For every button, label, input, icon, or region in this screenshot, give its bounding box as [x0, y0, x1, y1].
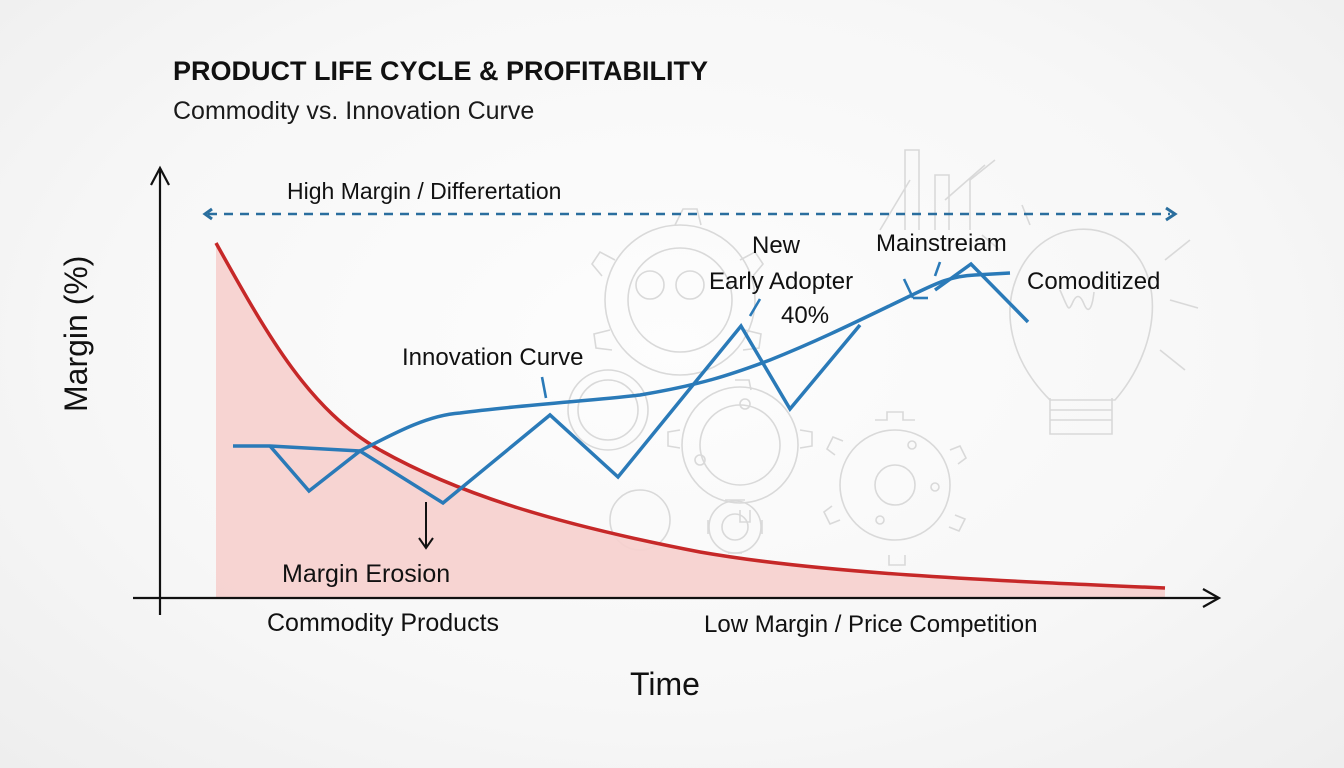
- commodity-products-label: Commodity Products: [267, 609, 500, 637]
- commodity-line: [214, 242, 1166, 590]
- gear-icon: [707, 499, 763, 554]
- innovation-curve-label: Innovation Curve: [402, 344, 584, 371]
- gear-icon: [822, 411, 968, 566]
- innovation-zigzag-peak: [933, 261, 1030, 324]
- gear-icon: [667, 379, 813, 523]
- commoditized-label: Comoditized: [1027, 268, 1161, 295]
- early-adopter-label: Early Adopter: [709, 268, 854, 295]
- low-margin-label: Low Margin / Price Competition: [704, 611, 1038, 638]
- y-axis-arrow-icon: [150, 165, 170, 186]
- x-axis-label: Time: [630, 666, 700, 702]
- innovation-zigzag-line: [268, 322, 862, 506]
- new-label: New: [752, 232, 801, 259]
- high-margin-label: High Margin / Differertation: [287, 178, 562, 204]
- leader-ticks: [540, 261, 942, 399]
- y-axis-label: Margin (%): [58, 255, 94, 412]
- gear-icon: [591, 208, 764, 376]
- lightbulb-icon: [981, 204, 1199, 435]
- commodity-area-fill: [216, 243, 1165, 597]
- background-sketch: [567, 149, 1199, 566]
- margin-erosion-label: Margin Erosion: [282, 560, 451, 588]
- x-axis-arrow-icon: [1202, 588, 1222, 608]
- factory-icon: [879, 149, 996, 231]
- early-adopter-percent: 40%: [781, 302, 830, 329]
- innovation-smooth-line: [233, 271, 1011, 453]
- mainstream-label: Mainstreiam: [876, 230, 1007, 257]
- down-arrow-icon: [418, 502, 434, 550]
- axes: [133, 165, 1222, 615]
- chart-subtitle: Commodity vs. Innovation Curve: [173, 97, 535, 125]
- high-margin-arrow: [202, 206, 1178, 222]
- chart-title: PRODUCT LIFE CYCLE & PROFITABILITY: [173, 56, 708, 86]
